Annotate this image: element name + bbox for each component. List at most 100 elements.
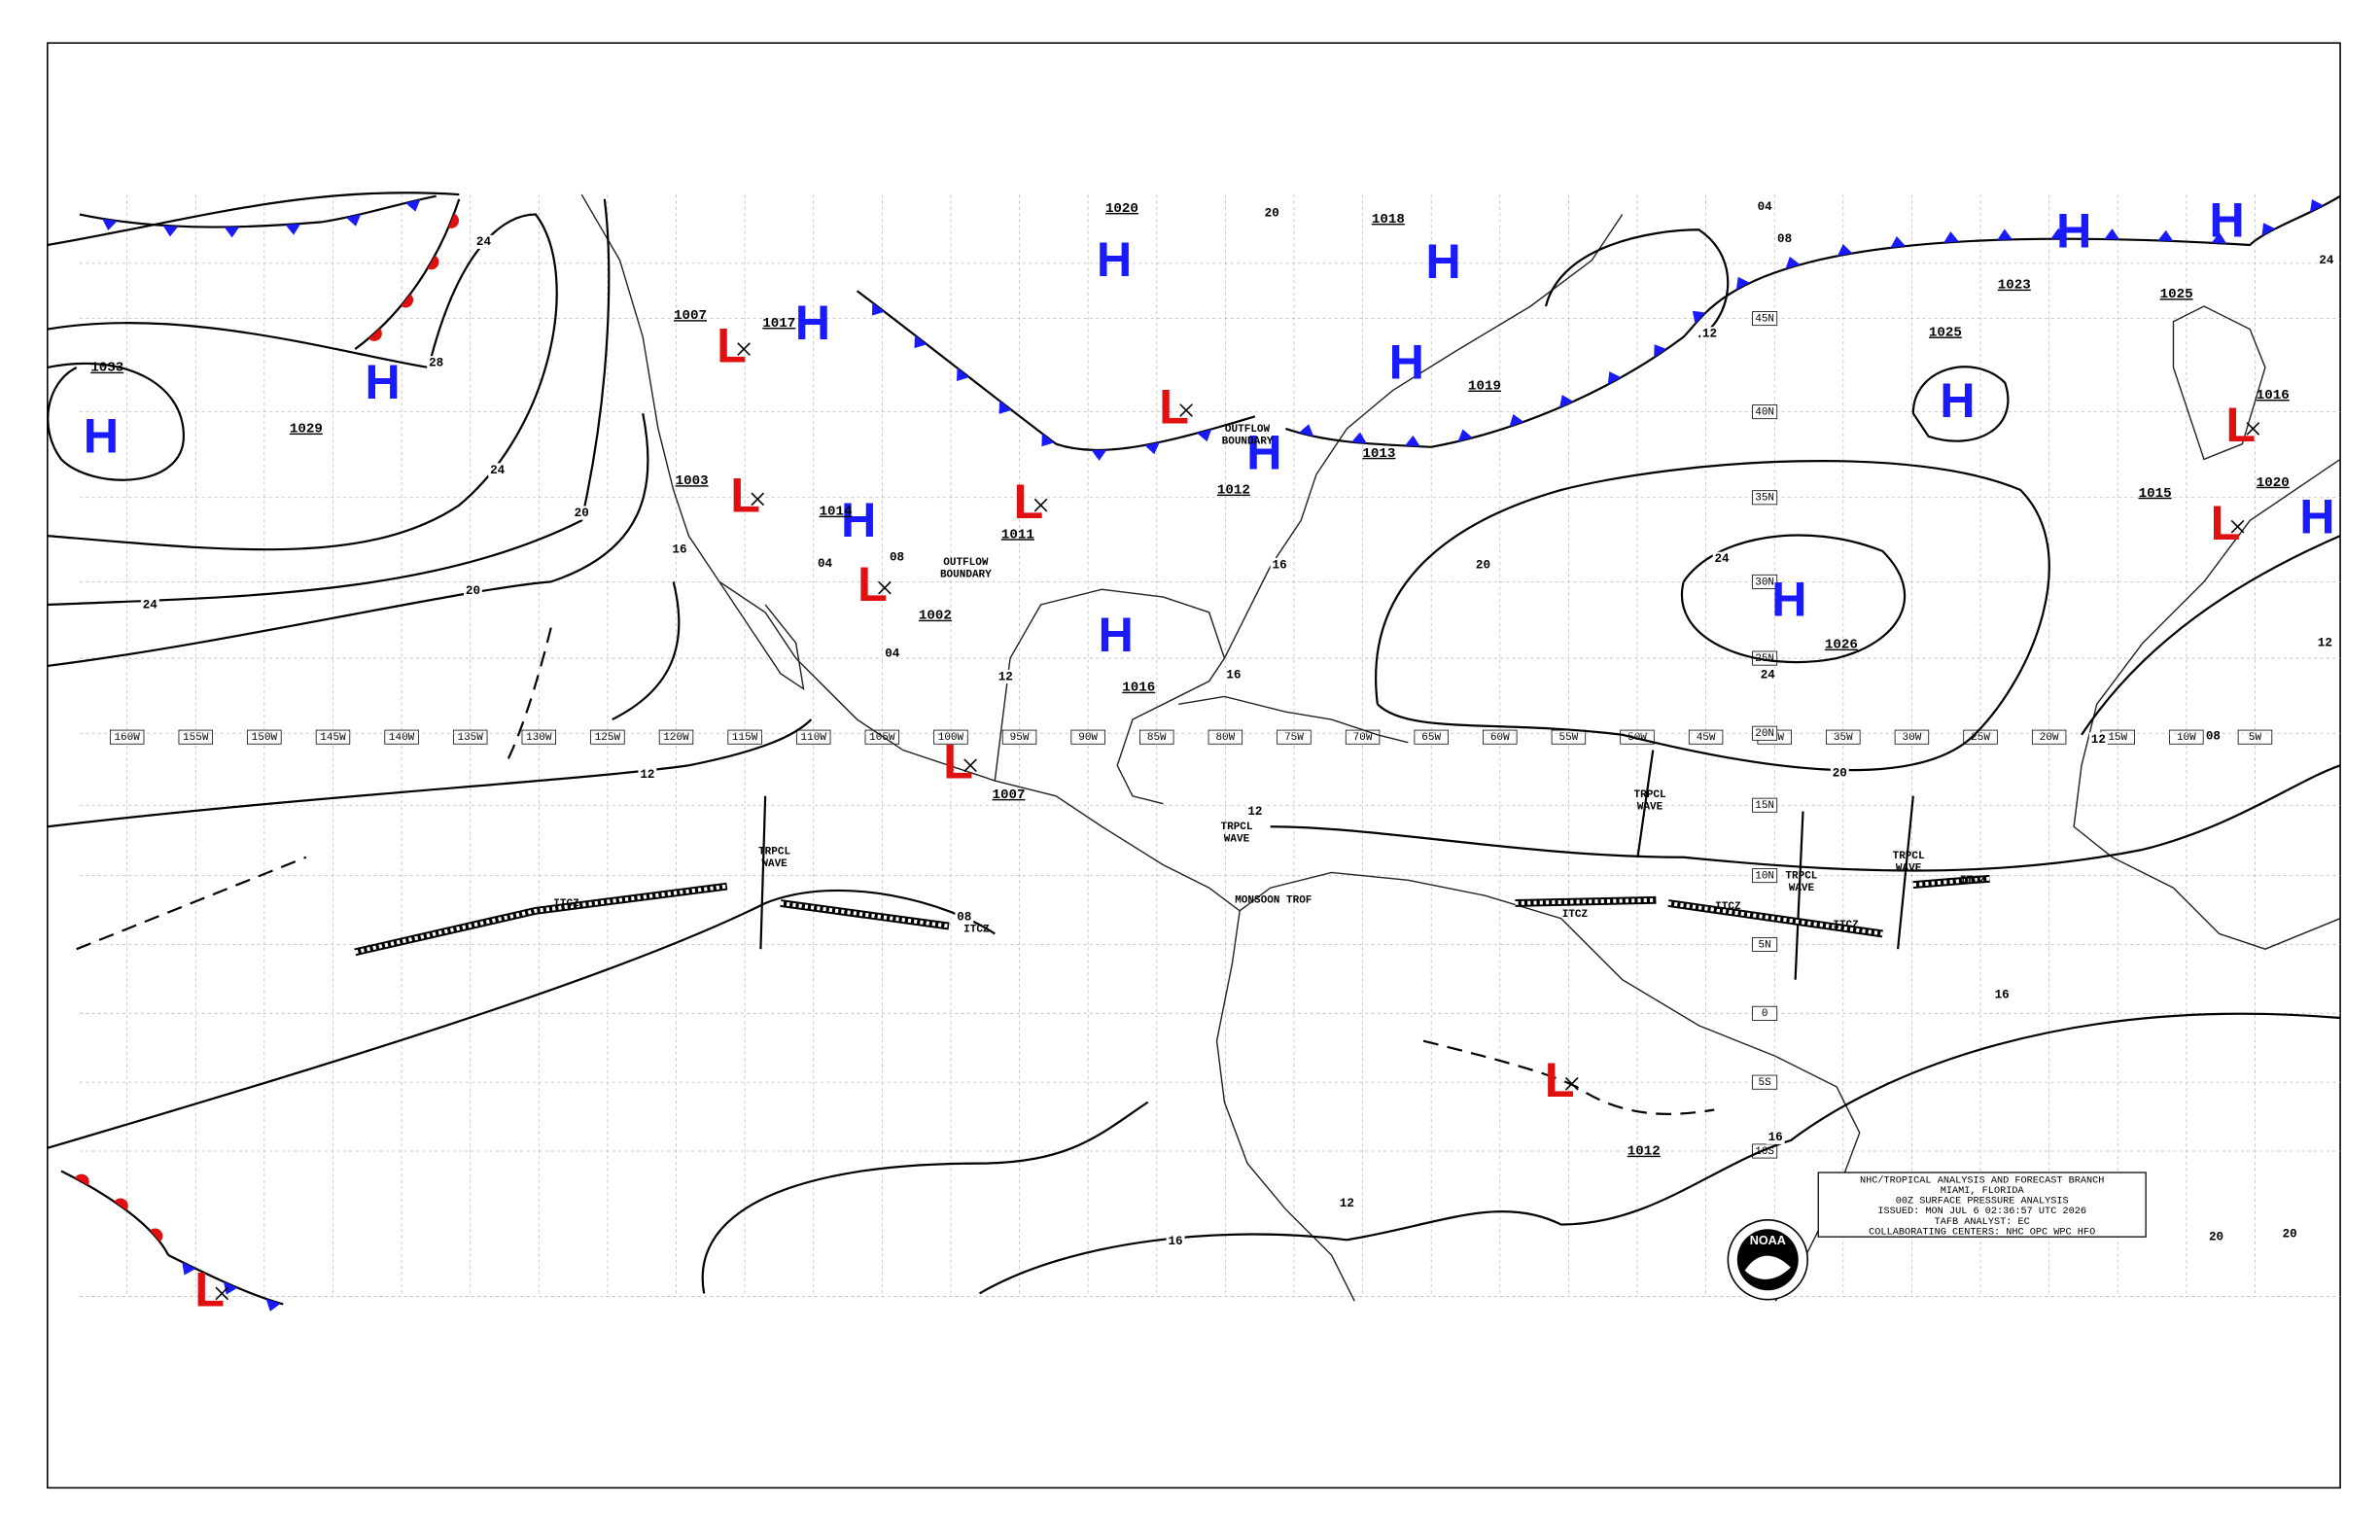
itcz-label: ITCZ — [1715, 901, 1741, 913]
isobar-label-bg — [464, 583, 482, 598]
pressure-value: 1023 — [1998, 278, 2031, 294]
isobar-label-bg — [670, 542, 689, 557]
lon-label-box — [1826, 729, 1861, 745]
tropical-wave-label: WAVE — [1896, 863, 1922, 875]
lon-label: 150W — [252, 732, 278, 744]
lon-label-box — [2169, 729, 2204, 745]
isobar-label: 20 — [2283, 1227, 2297, 1241]
lon-label: 95W — [1010, 732, 1030, 744]
isobar — [612, 581, 681, 721]
front-triangle — [1558, 395, 1574, 408]
lat-label-box — [1752, 725, 1778, 741]
isobar-label: 24 — [1761, 669, 1776, 682]
isobar-label: 16 — [1273, 558, 1287, 572]
lon-label: 85W — [1147, 732, 1167, 744]
pressure-value: 1012 — [1217, 483, 1250, 499]
front-triangle — [2104, 228, 2120, 240]
pressure-value: 1014 — [820, 505, 853, 520]
pressure-center-symbol: H — [2209, 192, 2244, 247]
grid: 160W 155W 150W 145W 140W 135W 130W 125W 120W 115W… — [79, 194, 2341, 1297]
pressure-center-symbol: L — [717, 317, 747, 372]
pressure-center-symbol: H — [841, 492, 876, 547]
pressure-value: 1025 — [1929, 325, 1962, 340]
cold-front — [79, 194, 437, 228]
pressure-value: 1018 — [1372, 212, 1405, 228]
lon-label: 160W — [114, 732, 140, 744]
front-triangle — [1785, 256, 1801, 269]
tropical-wave-label: TRPCL — [1221, 822, 1253, 833]
isobar — [701, 1101, 1149, 1294]
lat-label-box — [1752, 574, 1778, 589]
front-triangle — [998, 401, 1012, 414]
pressure-center-symbol: H — [795, 295, 830, 350]
lon-label: 45W — [1697, 732, 1716, 744]
front-triangle — [1607, 371, 1622, 385]
itcz-band — [1515, 897, 1657, 905]
lat-label-box — [1752, 404, 1778, 420]
front-semicircle — [448, 213, 459, 228]
isobar-label: 12 — [1247, 805, 1262, 819]
isobar — [47, 718, 813, 828]
lon-label-box — [247, 729, 282, 745]
front-triangle — [162, 225, 179, 237]
fronts — [60, 194, 2341, 1312]
itcz — [354, 874, 1990, 957]
isobar-label: 12 — [2091, 733, 2106, 747]
lon-label-box — [933, 729, 968, 745]
isobar-label-bg — [2203, 729, 2222, 744]
lon-label: 100W — [938, 732, 964, 744]
pressure-value: 1020 — [2257, 475, 2290, 491]
lon-label-box — [521, 729, 557, 745]
tropical-wave-label: TRPCL — [758, 846, 790, 858]
front-semicircle — [114, 1198, 128, 1211]
front-triangle — [345, 214, 362, 227]
isobar-label: 12 — [998, 670, 1013, 683]
lon-label-box — [1483, 729, 1518, 745]
lon-label-box — [178, 729, 213, 745]
labels: H 1033 H 1029 H 1023 H 1025 H 1026 H 1025 H 1020 H 1018… — [84, 192, 2336, 1317]
coast-caribbean — [1178, 695, 1409, 744]
front-triangle — [956, 368, 969, 381]
lon-label-box — [1414, 729, 1449, 745]
lat-label: 10N — [1755, 871, 1774, 883]
isobar — [47, 213, 558, 551]
isobar-label: 20 — [466, 584, 480, 598]
isobar-label: 16 — [1995, 989, 2010, 1002]
itcz-label: ITCZ — [1562, 909, 1589, 921]
pressure-value: 1015 — [2139, 486, 2172, 502]
itcz-label: ITCZ — [1833, 920, 1859, 931]
front-triangle — [182, 1262, 196, 1276]
center-x — [963, 758, 977, 773]
itcz-label: ITCZ — [553, 898, 579, 910]
lat-label-box — [1752, 797, 1778, 813]
lon-label: 125W — [595, 732, 621, 744]
pressure-center-symbol: L — [1159, 378, 1189, 434]
pressure-center-symbol: L — [2225, 397, 2256, 452]
isobar-label-bg — [638, 767, 657, 782]
isobar-label-bg — [1337, 1196, 1356, 1210]
front-triangle — [2050, 228, 2067, 239]
trough-label: MONSOON TROF — [1235, 895, 1312, 907]
isobar-label: 12 — [1340, 1197, 1354, 1210]
warm-front — [354, 198, 461, 350]
center-x — [2230, 519, 2245, 534]
lat-label: 5N — [1759, 939, 1771, 951]
lon-label: 80W — [1215, 732, 1235, 744]
front-semicircle — [74, 1173, 89, 1186]
pressure-center-symbol: H — [1098, 607, 1133, 662]
isobar-label-bg — [1775, 231, 1795, 246]
front-triangle — [2261, 223, 2276, 236]
lat-label: 0 — [1762, 1008, 1768, 1020]
pressure-value: 1007 — [674, 308, 707, 324]
front-semicircle — [427, 255, 439, 270]
isobar-label-bg — [427, 356, 446, 370]
lon-label-box — [727, 729, 762, 745]
pressure-value: 1016 — [2257, 388, 2290, 403]
front-triangle — [223, 1281, 238, 1295]
isobar — [47, 362, 186, 481]
isobar-label-bg — [1766, 1130, 1785, 1144]
tropical-wave-label: WAVE — [1789, 883, 1815, 894]
front-triangle — [1890, 236, 1907, 248]
isobar-label: 08 — [1777, 232, 1792, 246]
